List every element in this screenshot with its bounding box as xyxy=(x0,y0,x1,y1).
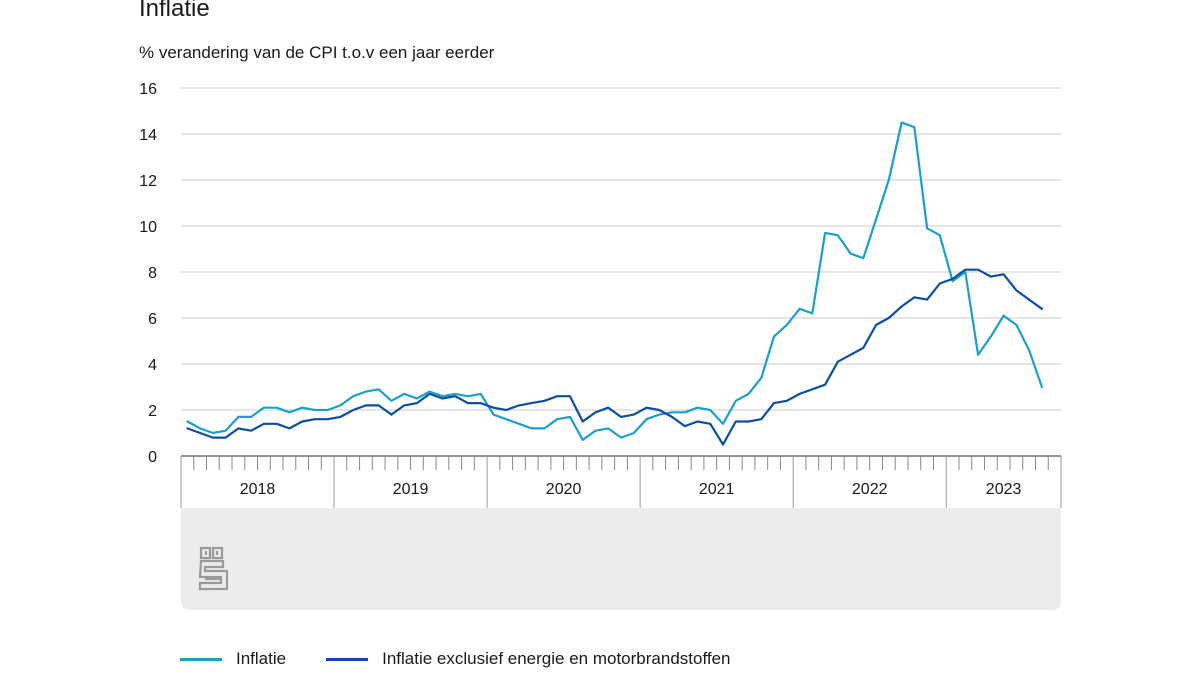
y-tick-label: 14 xyxy=(139,127,157,144)
legend-swatch xyxy=(326,657,369,661)
x-tick-label: 2019 xyxy=(393,481,429,498)
gridlines xyxy=(181,87,1061,411)
x-axis-label-area xyxy=(181,456,1061,508)
x-tick-label: 2021 xyxy=(699,481,735,498)
series-line-exclusief xyxy=(186,268,1044,446)
y-tick-label: 8 xyxy=(148,265,157,282)
y-tick-labels: 0 2 4 6 8 10 12 14 16 xyxy=(139,81,157,466)
legend-label: Inflatie exclusief energie en motorbrand… xyxy=(382,649,731,668)
series-line-inflatie xyxy=(186,121,1044,441)
y-tick-label: 10 xyxy=(139,219,157,236)
chart-title: Inflatie xyxy=(139,0,210,22)
legend-item-exclusief: Inflatie exclusief energie en motorbrand… xyxy=(326,648,731,670)
x-tick-label: 2020 xyxy=(546,481,582,498)
x-tick-label: 2018 xyxy=(240,481,276,498)
legend-label: Inflatie xyxy=(236,649,287,668)
legend-item-inflatie: Inflatie xyxy=(180,648,286,670)
x-tick-label: 2022 xyxy=(852,481,888,498)
x-tick-label: 2023 xyxy=(986,481,1022,498)
x-axis: 2018 2019 2020 2021 2022 2023 xyxy=(180,455,1062,610)
y-tick-label: 12 xyxy=(139,173,157,190)
y-tick-label: 4 xyxy=(148,357,157,374)
cbs-logo-icon xyxy=(198,546,229,591)
y-tick-label: 6 xyxy=(148,311,157,328)
y-tick-label: 16 xyxy=(139,81,157,98)
y-tick-label: 0 xyxy=(148,449,157,466)
legend-swatch xyxy=(180,657,222,661)
y-tick-label: 2 xyxy=(148,403,157,420)
legend: Inflatie Inflatie exclusief energie en m… xyxy=(180,648,771,670)
y-axis-label: % verandering van de CPI t.o.v een jaar … xyxy=(139,43,495,62)
series-lines xyxy=(186,121,1044,446)
